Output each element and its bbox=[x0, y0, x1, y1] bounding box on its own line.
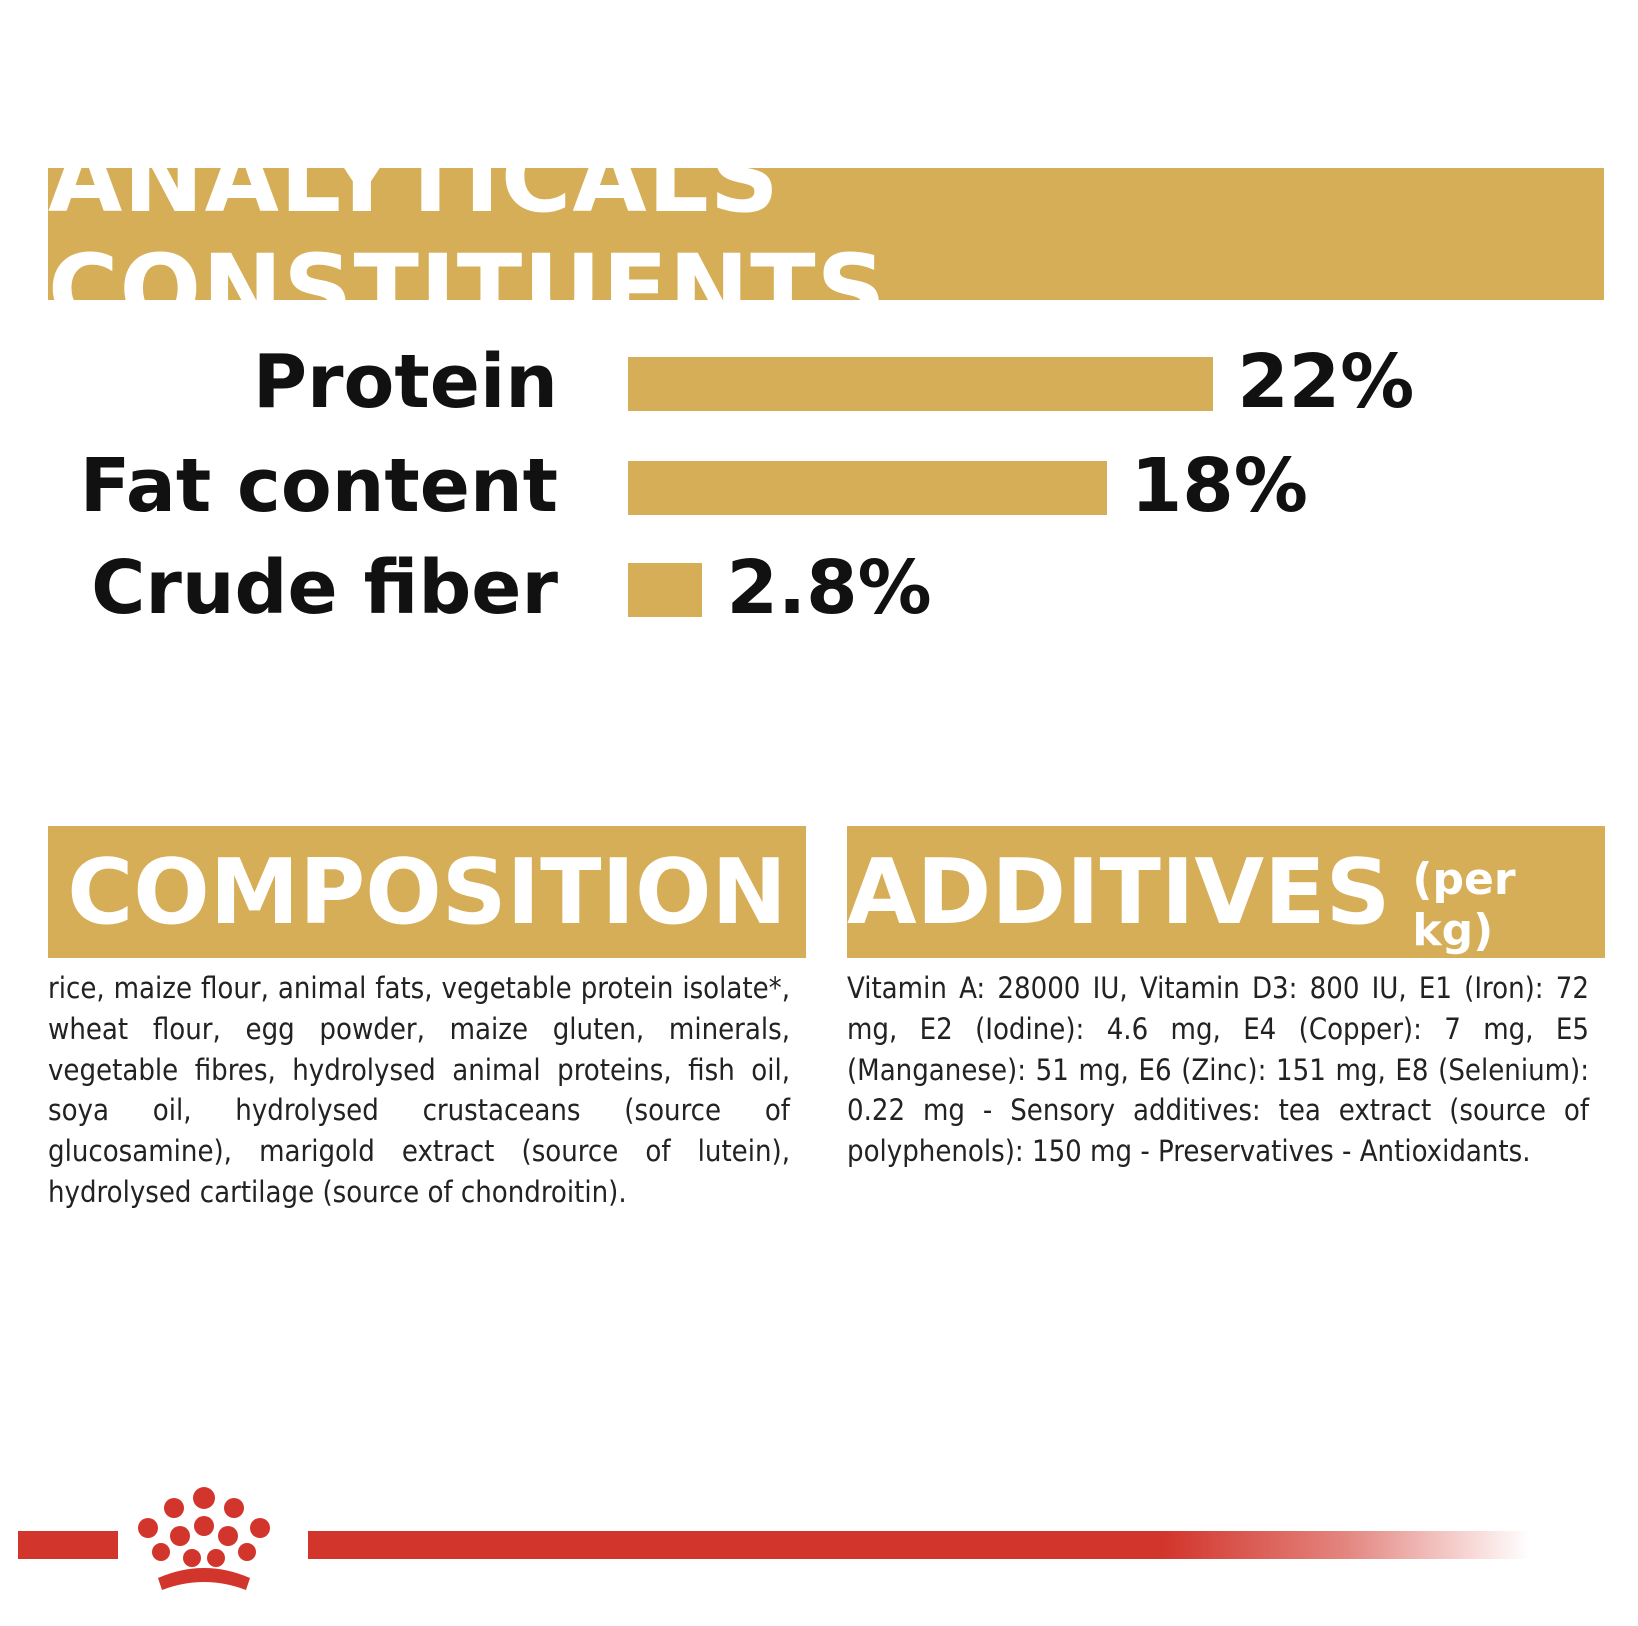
composition-heading-text: COMPOSITION bbox=[67, 839, 787, 945]
nutrient-bar bbox=[628, 357, 1214, 411]
additives-unit-text: (per kg) bbox=[1412, 854, 1516, 956]
nutrient-label: Protein bbox=[252, 339, 558, 425]
composition-heading: COMPOSITION bbox=[48, 826, 806, 958]
additives-heading-text: ADDITIVES bbox=[847, 839, 1391, 945]
nutrient-value-label: 18% bbox=[1130, 443, 1308, 529]
brand-stripe-right bbox=[308, 1531, 1530, 1559]
nutrient-bar bbox=[628, 461, 1107, 515]
nutrient-label: Crude fiber bbox=[91, 545, 558, 631]
nutrient-value-label: 22% bbox=[1237, 339, 1415, 425]
brand-stripe-left bbox=[18, 1531, 118, 1559]
composition-text: rice, maize flour, animal fats, vegetabl… bbox=[48, 971, 790, 1209]
additives-text: Vitamin A: 28000 IU, Vitamin D3: 800 IU,… bbox=[847, 971, 1589, 1169]
nutrient-value-label: 2.8% bbox=[726, 545, 932, 631]
royal-canin-crown-logo bbox=[138, 1487, 270, 1590]
analytical-heading-text: ANALYTICALS CONSTITUENTS bbox=[48, 122, 887, 346]
nutrient-bar bbox=[628, 563, 703, 617]
analytical-constituents-heading: ANALYTICALS CONSTITUENTS bbox=[48, 122, 1604, 346]
additives-heading: ADDITIVES (per kg) bbox=[847, 826, 1605, 958]
nutrient-label: Fat content bbox=[79, 443, 558, 529]
